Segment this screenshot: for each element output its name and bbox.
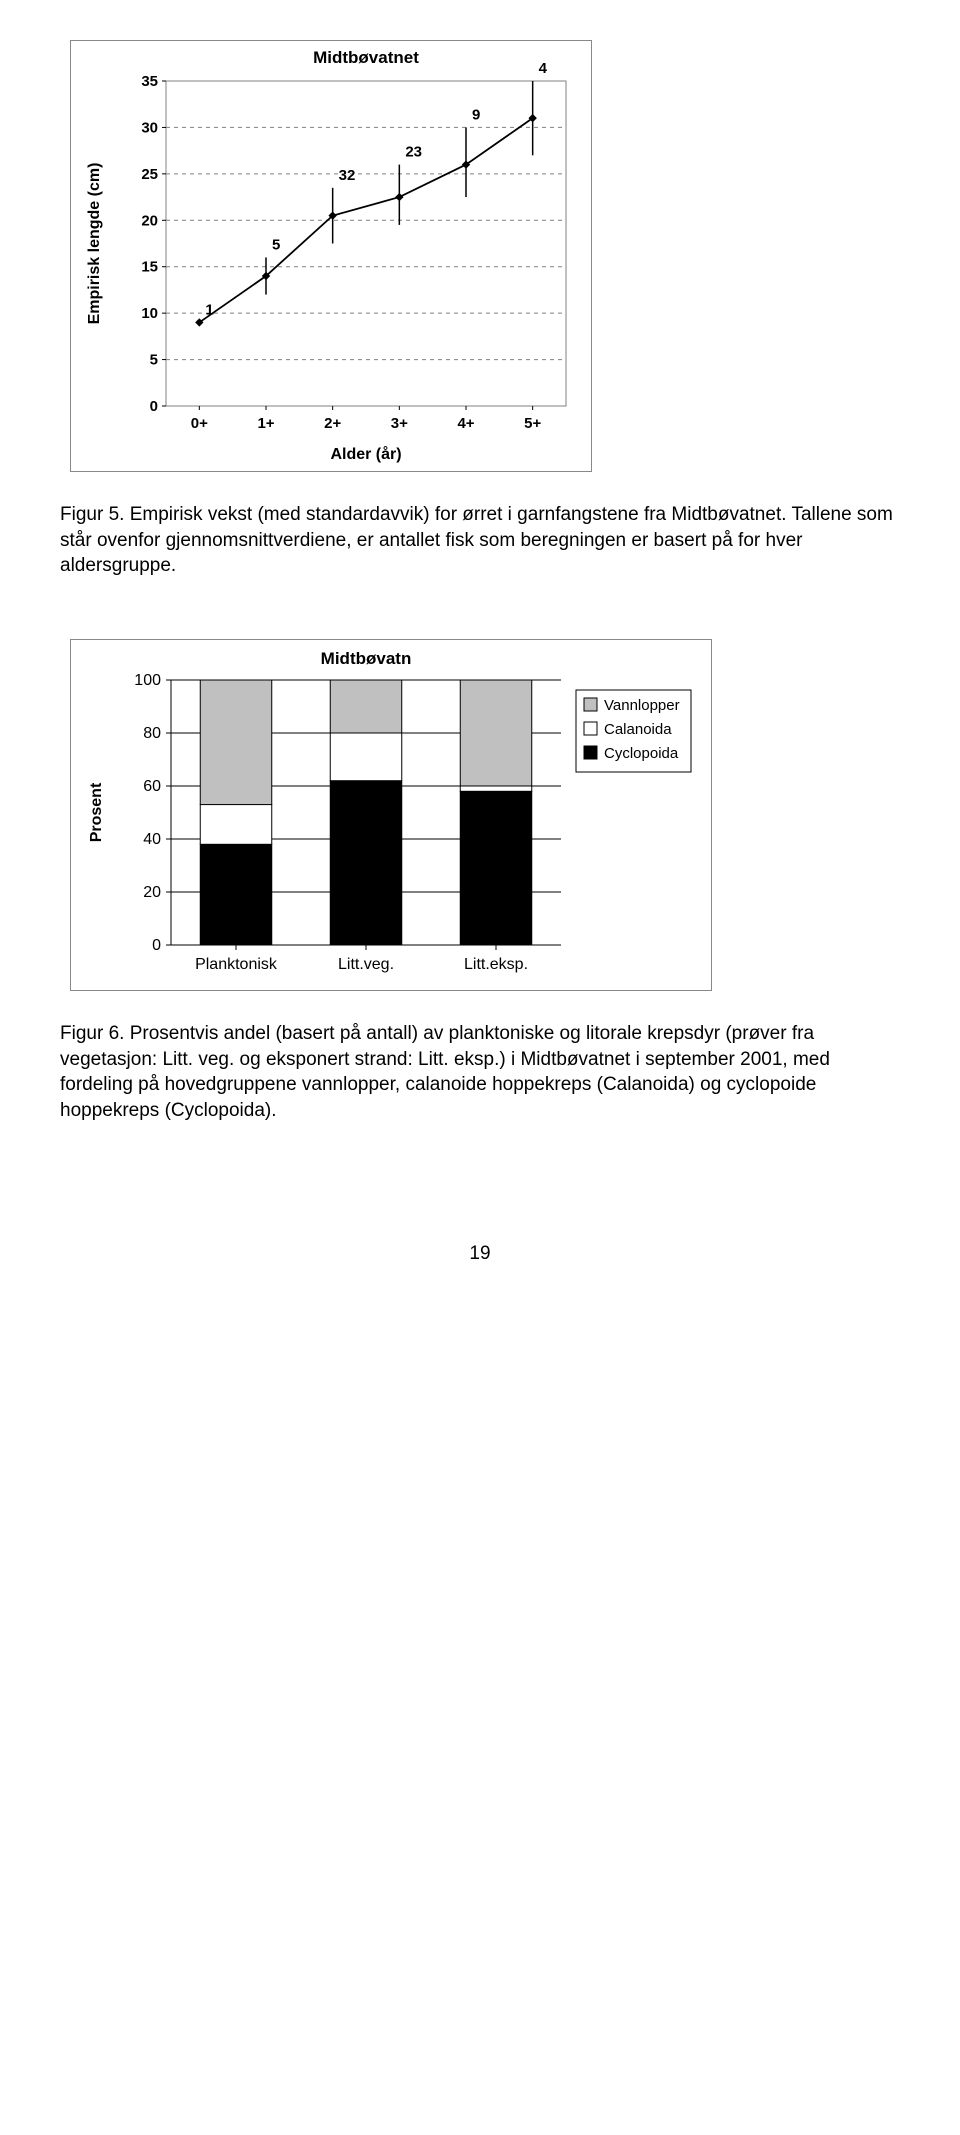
- svg-text:Calanoida: Calanoida: [604, 721, 672, 738]
- svg-text:0: 0: [150, 398, 158, 415]
- svg-text:Vannlopper: Vannlopper: [604, 697, 680, 714]
- svg-text:Alder (år): Alder (år): [330, 445, 401, 463]
- figure6-caption-label: Figur 6.: [60, 1023, 124, 1044]
- svg-text:0+: 0+: [191, 415, 208, 432]
- svg-text:32: 32: [339, 167, 356, 184]
- svg-text:9: 9: [472, 106, 480, 123]
- svg-text:40: 40: [143, 831, 161, 848]
- figure5-caption-label: Figur 5.: [60, 504, 124, 525]
- svg-text:1+: 1+: [257, 415, 274, 432]
- svg-text:35: 35: [141, 73, 158, 90]
- svg-text:5: 5: [150, 352, 158, 369]
- figure6-wrapper: 0 20 40 60 80 100 Planktonisk Litt.veg. Litt.eks…: [70, 639, 900, 991]
- svg-text:Litt.eksp.: Litt.eksp.: [464, 956, 528, 973]
- figure6-caption-text: Prosentvis andel (basert på antall) av p…: [60, 1023, 830, 1121]
- svg-text:Midtbøvatn: Midtbøvatn: [321, 649, 412, 668]
- figure5-caption-text: Empirisk vekst (med standardavvik) for ø…: [60, 504, 893, 576]
- svg-text:23: 23: [405, 144, 422, 161]
- svg-text:15: 15: [141, 259, 158, 276]
- svg-text:20: 20: [141, 212, 158, 229]
- figure5-chart: 051015202530350+1+2+3+4+5+15322394Midtbø…: [70, 40, 592, 472]
- svg-text:Empirisk lengde (cm): Empirisk lengde (cm): [86, 163, 103, 325]
- figure5-svg: 051015202530350+1+2+3+4+5+15322394Midtbø…: [71, 41, 591, 471]
- svg-text:10: 10: [141, 305, 158, 322]
- figure6-chart: 0 20 40 60 80 100 Planktonisk Litt.veg. Litt.eks…: [70, 639, 712, 991]
- figure6-svg: 0 20 40 60 80 100 Planktonisk Litt.veg. Litt.eks…: [71, 640, 711, 990]
- svg-text:100: 100: [134, 672, 161, 689]
- svg-text:Midtbøvatnet: Midtbøvatnet: [313, 48, 419, 67]
- svg-text:4+: 4+: [457, 415, 474, 432]
- figure6-caption: Figur 6. Prosentvis andel (basert på ant…: [60, 1021, 900, 1124]
- svg-text:20: 20: [143, 884, 161, 901]
- svg-text:4: 4: [539, 60, 548, 77]
- svg-text:0: 0: [152, 937, 161, 954]
- svg-text:30: 30: [141, 119, 158, 136]
- svg-text:1: 1: [205, 301, 213, 318]
- svg-text:5+: 5+: [524, 415, 541, 432]
- svg-text:Planktonisk: Planktonisk: [195, 956, 278, 973]
- figure5-wrapper: 051015202530350+1+2+3+4+5+15322394Midtbø…: [70, 40, 900, 472]
- svg-text:3+: 3+: [391, 415, 408, 432]
- svg-text:60: 60: [143, 778, 161, 795]
- svg-text:2+: 2+: [324, 415, 341, 432]
- svg-text:80: 80: [143, 725, 161, 742]
- page-number: 19: [60, 1243, 900, 1265]
- svg-text:Litt.veg.: Litt.veg.: [338, 956, 394, 973]
- figure5-caption: Figur 5. Empirisk vekst (med standardavv…: [60, 502, 900, 579]
- svg-text:25: 25: [141, 166, 158, 183]
- svg-text:Cyclopoida: Cyclopoida: [604, 745, 679, 762]
- svg-text:Prosent: Prosent: [88, 782, 105, 842]
- svg-text:5: 5: [272, 236, 280, 253]
